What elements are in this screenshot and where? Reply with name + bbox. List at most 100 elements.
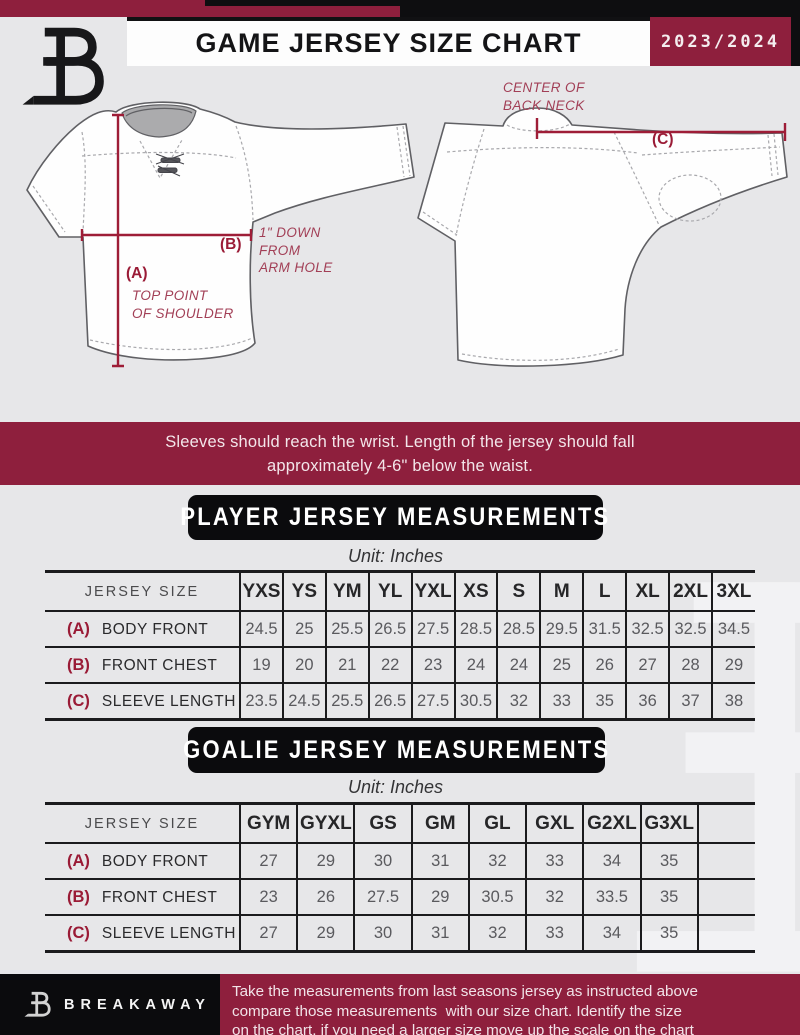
measurement-value: 38	[710, 682, 755, 721]
measurement-value: 31	[410, 842, 469, 879]
row-label-text: SLEEVE LENGTH	[101, 924, 236, 942]
measurement-value: 29	[410, 878, 469, 915]
size-column-header: GXL	[525, 802, 584, 843]
size-column-header: YXS	[239, 570, 283, 611]
line-b-ticks	[80, 229, 253, 241]
measurement-value: 35	[639, 914, 698, 953]
back-left-cuff-stitch	[422, 211, 458, 236]
row-tag: (A)	[67, 851, 90, 870]
hem-stitch-front	[89, 337, 253, 351]
footer-brand-panel: BREAKAWAY	[0, 974, 220, 1035]
measurement-value	[696, 878, 755, 915]
size-column-header: GM	[410, 802, 469, 843]
back-cuff-stitches	[767, 133, 779, 177]
measurement-value	[696, 914, 755, 953]
right-armhole-seam-back	[613, 131, 660, 226]
row-tag: (A)	[67, 619, 90, 638]
measurement-value: 29	[710, 646, 755, 683]
measurement-row: (B) FRONT CHEST 23 26 27.5 29 30.5 32 33.5 35	[45, 878, 755, 915]
goalie-section-header: GOALIE JERSEY MEASUREMENTS	[183, 727, 608, 773]
row-label-cell: (C) SLEEVE LENGTH	[45, 914, 240, 953]
measurement-row: (C) SLEEVE LENGTH 27 29 30 31 32 33 34 35	[45, 914, 755, 953]
season-badge: 2023/2024	[650, 17, 791, 66]
row-tag: (B)	[67, 887, 90, 906]
measurement-value: 26.5	[367, 682, 412, 721]
fit-notice-banner: Sleeves should reach the wrist. Length o…	[0, 422, 800, 485]
back-neck-note-line1: CENTER OF	[503, 80, 585, 95]
row-label-cell: (B) FRONT CHEST	[45, 646, 240, 683]
measurement-value: 23.5	[239, 682, 283, 721]
size-column-header: G2XL	[582, 802, 641, 843]
collar-band-line	[125, 107, 193, 117]
label-b-note-line2: FROM	[259, 242, 301, 258]
measurement-value: 33	[525, 914, 584, 953]
measurement-value: 24.5	[239, 610, 283, 647]
fit-notice-line1: Sleeves should reach the wrist. Length o…	[165, 432, 635, 451]
line-a-ticks	[112, 113, 124, 368]
measurement-value: 32.5	[625, 610, 670, 647]
measurement-value: 23	[238, 878, 298, 915]
measurement-value: 25	[281, 610, 326, 647]
page-title: GAME JERSEY SIZE CHART	[195, 28, 582, 58]
left-shoulder-seam-back	[455, 128, 485, 237]
measurement-value: 35	[582, 682, 627, 721]
measurement-value: 23	[410, 646, 455, 683]
measurement-value: 28.5	[496, 610, 541, 647]
measurement-value: 25.5	[324, 682, 369, 721]
table-corner-label: JERSEY SIZE	[45, 802, 240, 843]
size-column-header: S	[496, 570, 541, 611]
size-header-row: JERSEY SIZE GYM GYXL GS GM GL GXL G2XL G3XL	[45, 802, 755, 843]
measurement-value: 29.5	[539, 610, 584, 647]
footer-instructions-line2: compare those measurements with our size…	[232, 1002, 682, 1020]
measurement-value: 30	[353, 914, 412, 953]
measurement-value: 31	[410, 914, 469, 953]
size-column-header: YM	[324, 570, 369, 611]
measurement-value: 29	[296, 914, 355, 953]
measurement-value: 33	[539, 682, 584, 721]
table-corner-label: JERSEY SIZE	[45, 570, 240, 611]
row-label-text: FRONT CHEST	[101, 656, 218, 674]
row-tag: (C)	[67, 923, 90, 942]
size-header-row: JERSEY SIZE YXS YS YM YL YXL XS S M L XL 2XL 3XL	[45, 570, 755, 611]
size-column-header: 3XL	[710, 570, 755, 611]
logo-bottom-bowl	[33, 57, 104, 105]
measurement-value: 24.5	[281, 682, 326, 721]
measurement-value: 32	[496, 682, 541, 721]
row-tag: (B)	[67, 655, 90, 674]
size-column-header: GS	[353, 802, 412, 843]
measurement-value: 32	[467, 842, 527, 879]
row-label-text: FRONT CHEST	[101, 888, 218, 906]
measurement-value: 33.5	[582, 878, 641, 915]
measurement-value: 27.5	[410, 682, 455, 721]
size-column-header: GL	[467, 802, 527, 843]
left-armhole-seam	[81, 131, 86, 235]
yoke-seam-back	[446, 147, 639, 154]
line-c-ticks	[535, 118, 787, 141]
right-cuff-stitch-2	[396, 126, 405, 178]
player-unit-label: Unit: Inches	[347, 546, 444, 566]
row-label-text: SLEEVE LENGTH	[101, 692, 236, 710]
size-column-header: GYM	[238, 802, 298, 843]
hem-stitch-back	[461, 348, 620, 361]
measurement-value: 26	[582, 646, 627, 683]
size-column-header: XS	[453, 570, 498, 611]
measurement-value: 36	[625, 682, 670, 721]
measurement-row: (C) SLEEVE LENGTH 23.5 24.5 25.5 26.5 27.5 30.5…	[45, 682, 755, 721]
measurement-line-a-b	[80, 113, 253, 368]
measurement-value: 28	[668, 646, 712, 683]
measurement-value: 25.5	[324, 610, 369, 647]
measurement-value	[696, 842, 755, 879]
watermark-b-logo	[636, 582, 800, 972]
row-label-cell: (B) FRONT CHEST	[45, 878, 240, 915]
size-column-header: 2XL	[668, 570, 712, 611]
measurement-value: 30	[353, 842, 412, 879]
measurement-value: 34.5	[710, 610, 755, 647]
footer-instructions-line1: Take the measurements from last seasons …	[232, 983, 698, 1000]
measurement-value: 19	[239, 646, 283, 683]
row-tag: (C)	[67, 691, 90, 710]
player-section-header: PLAYER JERSEY MEASUREMENTS	[180, 495, 608, 540]
measurement-value: 27	[625, 646, 670, 683]
measurement-row: (B) FRONT CHEST 19 20 21 22 23 24 24 25 26 27 28 29	[45, 646, 755, 683]
measurement-value: 37	[668, 682, 712, 721]
season-text: 2023/2024	[660, 31, 781, 52]
